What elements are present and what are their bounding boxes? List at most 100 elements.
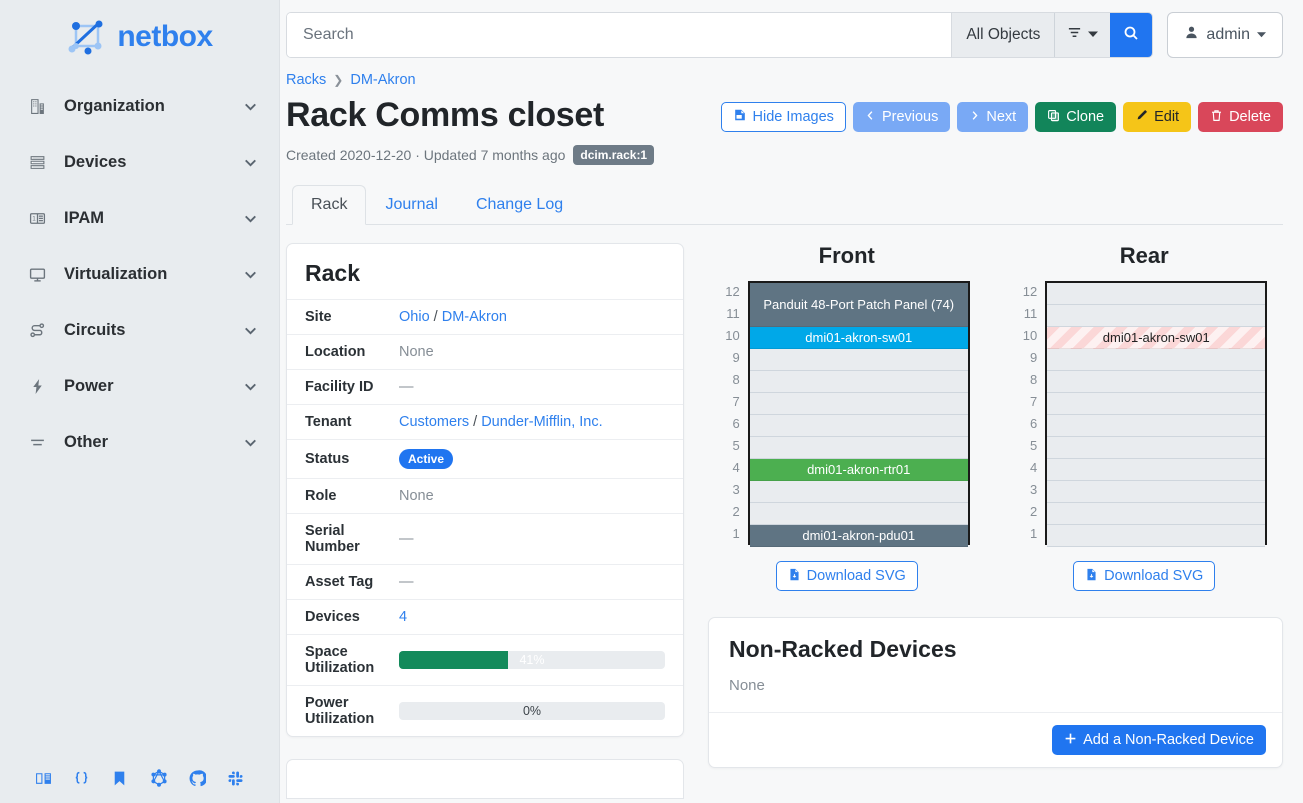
rack-unit-row[interactable] bbox=[749, 415, 968, 438]
devices-count-link[interactable]: 4 bbox=[399, 609, 408, 626]
tenant-link[interactable]: Dunder-Mifflin, Inc. bbox=[481, 414, 603, 431]
rack-unit-row[interactable] bbox=[1047, 525, 1266, 548]
rack-unit-row[interactable] bbox=[1047, 437, 1266, 460]
button-label: Download SVG bbox=[806, 568, 906, 585]
row-key: Power Utilization bbox=[305, 695, 375, 728]
monitor-icon bbox=[26, 263, 48, 285]
tab-journal[interactable]: Journal bbox=[385, 196, 438, 214]
sidebar-footer bbox=[0, 753, 279, 803]
rack-unit-row[interactable] bbox=[1047, 393, 1266, 416]
rack-unit-row[interactable] bbox=[1047, 371, 1266, 394]
filter-icon bbox=[1067, 25, 1082, 45]
search-scope-label[interactable]: All Objects bbox=[951, 13, 1055, 57]
tenant-group-link[interactable]: Customers bbox=[399, 414, 470, 431]
sidebar-item-label: Other bbox=[64, 432, 109, 451]
rack-unit-row[interactable] bbox=[1047, 481, 1266, 504]
row-key: Devices bbox=[305, 609, 360, 626]
tab-change-log[interactable]: Change Log bbox=[475, 196, 564, 214]
unit-number: 9 bbox=[732, 350, 740, 366]
chevron-down-icon bbox=[242, 154, 259, 171]
button-label: Download SVG bbox=[1104, 568, 1204, 585]
clone-button[interactable]: Clone bbox=[1035, 102, 1117, 132]
row-value: — bbox=[399, 531, 414, 548]
rack-device[interactable]: dmi01-akron-sw01 bbox=[1047, 327, 1266, 350]
breadcrumb-item-dm-akron[interactable]: DM-Akron bbox=[350, 72, 416, 88]
tab-rack[interactable]: Rack bbox=[292, 185, 367, 226]
unit-number: 3 bbox=[1030, 482, 1038, 498]
button-label: Delete bbox=[1229, 109, 1271, 125]
rack-device[interactable]: dmi01-akron-rtr01 bbox=[749, 459, 968, 482]
user-menu-button[interactable]: admin bbox=[1167, 12, 1283, 58]
download-svg-rear-button[interactable]: Download SVG bbox=[1073, 561, 1216, 592]
sidebar-item-organization[interactable]: Organization bbox=[0, 78, 279, 134]
created-updated-text: Created 2020-12-20 · Updated 7 months ag… bbox=[286, 147, 566, 164]
rack-unit-row[interactable] bbox=[749, 349, 968, 372]
docs-book-icon[interactable] bbox=[35, 770, 52, 787]
search-input[interactable] bbox=[287, 13, 952, 57]
file-download-icon bbox=[1085, 568, 1098, 585]
sidebar-item-power[interactable]: Power bbox=[0, 358, 279, 414]
unit-number: 11 bbox=[1023, 306, 1038, 322]
rack-unit-row[interactable] bbox=[749, 437, 968, 460]
rack-unit-row[interactable] bbox=[1047, 459, 1266, 482]
search-submit-button[interactable] bbox=[1110, 13, 1153, 57]
sidebar-item-virtualization[interactable]: Virtualization bbox=[0, 246, 279, 302]
pencil-icon bbox=[1135, 109, 1148, 126]
action-buttons: Hide Images Previous Next bbox=[720, 102, 1283, 132]
site-region-link[interactable]: Ohio bbox=[399, 309, 430, 326]
rack-unit-row[interactable] bbox=[1047, 283, 1266, 306]
search-filter-dropdown[interactable] bbox=[1054, 13, 1111, 57]
sidebar-item-other[interactable]: Other bbox=[0, 414, 279, 470]
non-racked-empty-text: None bbox=[729, 677, 765, 695]
rear-rack-box: dmi01-akron-sw01 bbox=[1045, 281, 1268, 548]
unit-number: 12 bbox=[725, 284, 740, 300]
chevron-down-icon bbox=[242, 378, 259, 395]
hide-images-button[interactable]: Hide Images bbox=[720, 102, 846, 132]
rack-unit-row[interactable] bbox=[1047, 415, 1266, 438]
rack-unit-row[interactable] bbox=[1047, 349, 1266, 372]
next-card-placeholder bbox=[286, 759, 684, 800]
search-icon bbox=[1123, 25, 1139, 46]
github-icon[interactable] bbox=[189, 769, 206, 787]
front-unit-numbers: 12 11 10 9 8 7 6 5 4 3 2 1 bbox=[724, 281, 748, 545]
slack-icon[interactable] bbox=[227, 770, 244, 787]
button-label: Hide Images bbox=[752, 109, 834, 125]
sidebar-item-circuits[interactable]: Circuits bbox=[0, 302, 279, 358]
space-utilization-bar: 41% bbox=[399, 651, 665, 670]
user-label: admin bbox=[1206, 26, 1250, 43]
unit-number: 8 bbox=[1030, 372, 1038, 388]
unit-number: 12 bbox=[1022, 284, 1038, 300]
graphql-icon[interactable] bbox=[150, 769, 168, 787]
previous-button[interactable]: Previous bbox=[852, 102, 951, 132]
chevron-down-icon bbox=[1088, 26, 1099, 44]
delete-button[interactable]: Delete bbox=[1198, 102, 1283, 132]
rack-device-label: dmi01-akron-sw01 bbox=[1102, 330, 1210, 346]
site-link[interactable]: DM-Akron bbox=[441, 309, 507, 326]
rack-card-title: Rack bbox=[305, 260, 360, 287]
lines-icon bbox=[26, 431, 48, 453]
table-row: Tenant Customers / Dunder-Mifflin, Inc. bbox=[287, 404, 683, 440]
api-braces-icon[interactable] bbox=[73, 770, 90, 787]
download-svg-front-button[interactable]: Download SVG bbox=[775, 561, 918, 592]
breadcrumb-item-racks[interactable]: Racks bbox=[286, 72, 327, 88]
rack-unit-row[interactable] bbox=[1047, 503, 1266, 526]
rack-unit-row[interactable] bbox=[749, 503, 968, 526]
unit-number: 4 bbox=[1030, 460, 1038, 476]
server-icon bbox=[26, 151, 48, 173]
trash-icon bbox=[1210, 109, 1223, 126]
rack-unit-row[interactable] bbox=[1047, 305, 1266, 328]
rack-unit-row[interactable] bbox=[749, 481, 968, 504]
rack-device[interactable]: dmi01-akron-sw01 bbox=[749, 327, 968, 350]
next-button[interactable]: Next bbox=[957, 102, 1029, 132]
bookmark-icon[interactable] bbox=[111, 770, 128, 787]
rack-device[interactable]: Panduit 48-Port Patch Panel (74) bbox=[749, 283, 968, 328]
add-non-racked-device-button[interactable]: Add a Non-Racked Device bbox=[1052, 725, 1266, 756]
rack-device[interactable]: dmi01-akron-pdu01 bbox=[749, 525, 968, 548]
edit-button[interactable]: Edit bbox=[1123, 102, 1192, 132]
brand-logo[interactable]: netbox bbox=[0, 0, 279, 66]
rack-unit-row[interactable] bbox=[749, 393, 968, 416]
sidebar-item-label: Organization bbox=[64, 96, 165, 115]
rack-unit-row[interactable] bbox=[749, 371, 968, 394]
sidebar-item-devices[interactable]: Devices bbox=[0, 134, 279, 190]
sidebar-item-ipam[interactable]: 1 IPAM bbox=[0, 190, 279, 246]
